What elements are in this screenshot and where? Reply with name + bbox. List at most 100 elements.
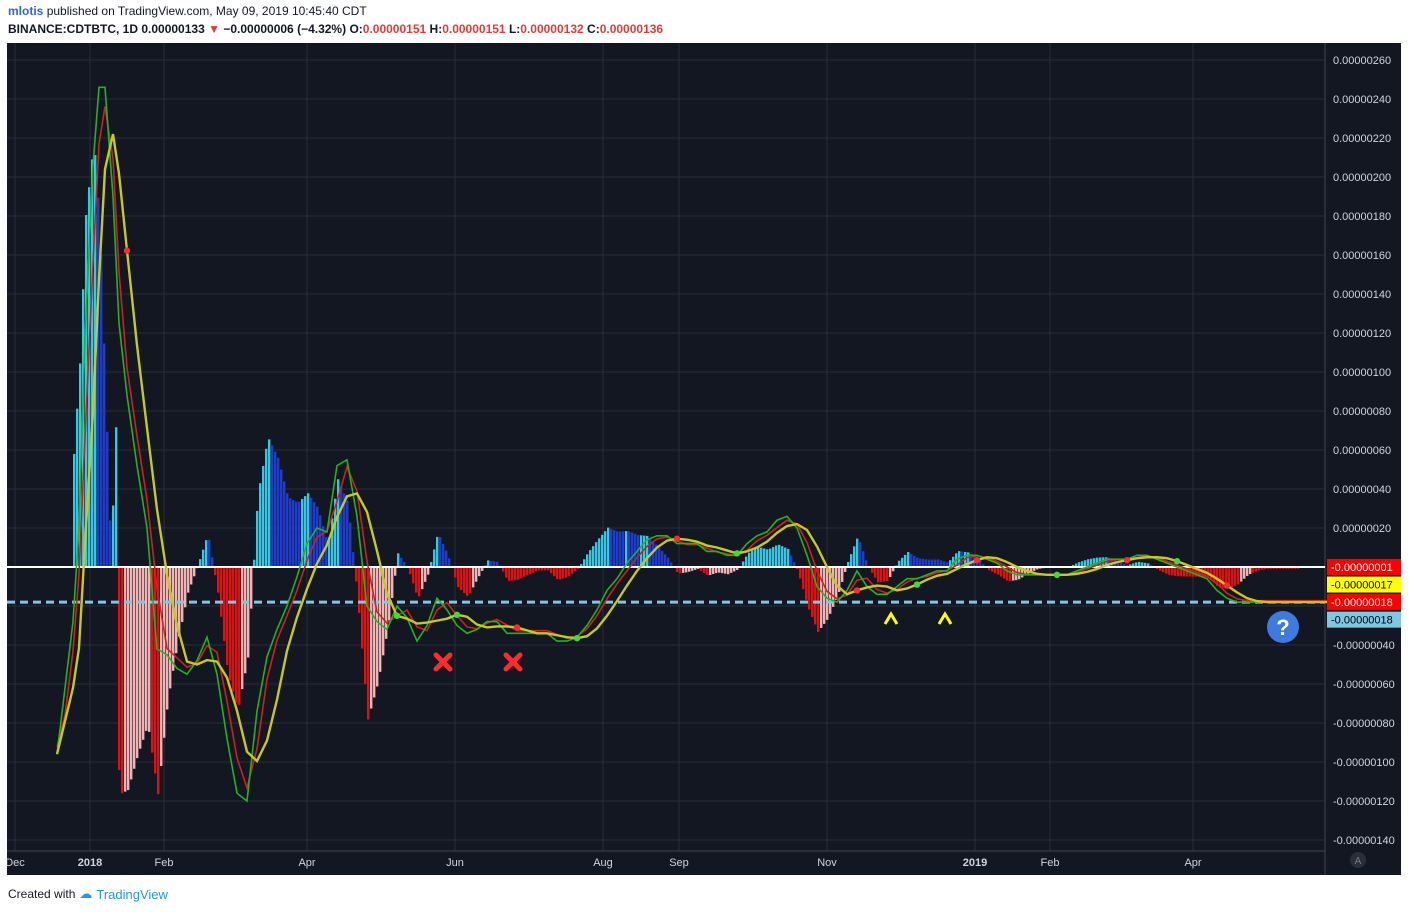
histogram-bar [736, 567, 739, 571]
histogram-bar [931, 559, 934, 567]
histogram-bar [706, 567, 709, 575]
histogram-bar [1237, 567, 1240, 585]
histogram-bar [514, 567, 517, 581]
histogram-bar [760, 547, 763, 567]
histogram-bar [283, 481, 286, 567]
histogram-bar [694, 567, 697, 570]
histogram-bar [784, 547, 787, 567]
last-value-label: -0.00000018 [1331, 597, 1393, 609]
histogram-bar [754, 548, 757, 567]
histogram-bar [721, 567, 724, 574]
histogram-bar [328, 537, 331, 567]
histogram-bar [1135, 562, 1138, 567]
histogram-bar [169, 567, 172, 689]
histogram-bar [250, 567, 253, 609]
histogram-bar [208, 539, 211, 567]
histogram-bar [733, 567, 736, 572]
histogram-bar [397, 553, 400, 567]
histogram-bar [778, 544, 781, 567]
histogram-bar [598, 538, 601, 567]
histogram-bar [667, 557, 670, 567]
x-tick-label: Sep [669, 857, 689, 869]
histogram-bar [979, 560, 982, 567]
histogram-bar [817, 567, 820, 632]
histogram-bar [556, 567, 559, 580]
histogram-bar [682, 567, 685, 573]
y-tick-label: 0.00000020 [1333, 523, 1391, 535]
histogram-bar [604, 531, 607, 567]
histogram-bar [1210, 567, 1213, 580]
histogram-bar [898, 560, 901, 567]
histogram-bar [565, 567, 568, 578]
last-value-label: -0.00000018 [1331, 615, 1393, 627]
histogram-bar [223, 567, 226, 641]
histogram-bar [1252, 567, 1255, 573]
x-tick-label: 2019 [963, 857, 987, 869]
histogram-bar [412, 567, 415, 584]
histogram-bar [1228, 567, 1231, 589]
histogram-bar [295, 501, 298, 567]
y-tick-label: 0.00000160 [1333, 250, 1391, 262]
histogram-bar [358, 567, 361, 613]
histogram-bar [199, 559, 202, 567]
histogram-bar [799, 567, 802, 579]
histogram-bar [97, 197, 100, 568]
histogram-bar [937, 559, 940, 567]
histogram-bar [508, 567, 511, 582]
histogram-bar [1198, 567, 1201, 577]
histogram-bar [580, 564, 583, 567]
histogram-bar [175, 567, 178, 654]
histogram-bar [616, 531, 619, 567]
y-tick-label: 0.00000120 [1333, 328, 1391, 340]
histogram-bar [439, 537, 442, 567]
histogram-bar [769, 548, 772, 567]
histogram-bar [271, 445, 274, 567]
histogram-bar [988, 567, 991, 571]
histogram-bar [526, 567, 529, 576]
histogram-bar [1009, 567, 1012, 581]
x-tick-label: Apr [1184, 857, 1201, 869]
histogram-bar [106, 431, 109, 567]
histogram-bar [1075, 563, 1078, 567]
histogram-bar [364, 567, 367, 684]
histogram-bar [1132, 563, 1135, 567]
histogram-bar [790, 555, 793, 567]
histogram-bar [1171, 567, 1174, 576]
histogram-bar [691, 567, 694, 571]
tradingview-brand[interactable]: TradingView [96, 886, 168, 902]
histogram-bar [1225, 567, 1228, 589]
histogram-bar [652, 541, 655, 567]
histogram-bar [856, 538, 859, 567]
histogram-bar [136, 567, 139, 759]
histogram-bar [1159, 567, 1162, 571]
histogram-bar [127, 567, 130, 791]
created-with-label: Created with [8, 887, 76, 901]
histogram-bar [1108, 557, 1111, 567]
x-tick-label: Nov [817, 857, 837, 869]
histogram-bar [949, 560, 952, 567]
histogram-bar [583, 559, 586, 567]
histogram-bar [1120, 562, 1123, 567]
x-tick-label: Jun [446, 857, 464, 869]
histogram-bar [496, 561, 499, 567]
tradingview-logo-icon[interactable]: ☁ [79, 886, 93, 901]
y-tick-label: 0.00000240 [1333, 94, 1391, 106]
histogram-bar [562, 567, 565, 579]
histogram-bar [1240, 567, 1243, 582]
histogram-bar [628, 531, 631, 567]
price-chart[interactable]: ? 0.00000260 0.00000240 0.00000220 0.0000020… [7, 43, 1401, 875]
histogram-bar [1090, 558, 1093, 567]
histogram-bar [1264, 567, 1267, 570]
histogram-bar [502, 567, 505, 572]
histogram-bar [829, 567, 832, 614]
histogram-bar [961, 551, 964, 567]
histogram-bar [793, 562, 796, 567]
histogram-bar [529, 567, 532, 575]
histogram-bar [922, 558, 925, 567]
histogram-bar [376, 567, 379, 687]
histogram-bar [1255, 567, 1258, 572]
x-mark-icon [433, 652, 453, 672]
author-name[interactable]: mlotis [8, 4, 44, 18]
crossover-dot-green [733, 550, 741, 557]
y-tick-label: -0.00000140 [1333, 835, 1395, 847]
